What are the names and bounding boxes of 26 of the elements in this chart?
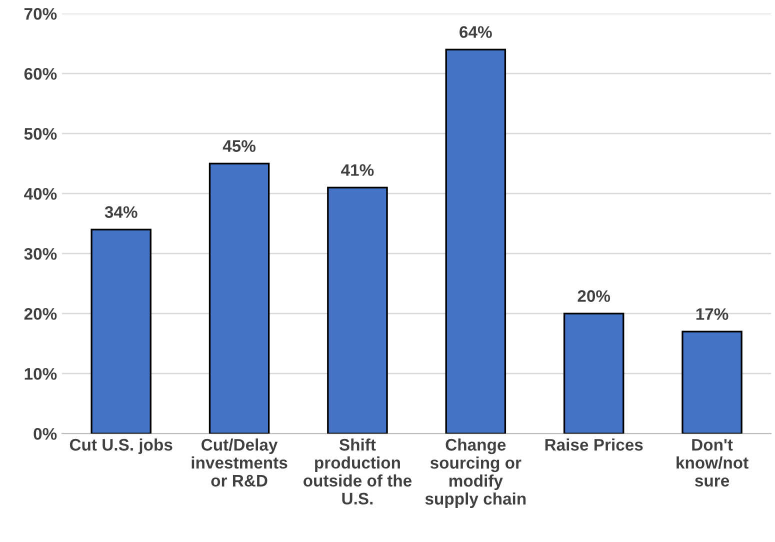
x-tick-label: Change sourcing or modify supply chain [425,438,526,508]
y-tick-label: 40% [24,188,57,200]
data-label: 45% [222,140,256,152]
data-label: 20% [578,290,610,302]
bar [445,48,506,434]
x-tick-label: Cut/Delay investments or R&D [192,438,288,487]
x-tick-label: Raise Prices [545,438,643,451]
x-tick-label: Shift production outside of the U.S. [304,438,412,505]
y-tick-label: 70% [24,8,57,20]
bar [563,312,624,434]
bar [682,330,742,434]
y-tick-label: 60% [24,68,57,80]
bar [208,162,270,434]
y-tick-label: 10% [24,368,57,380]
y-tick-label: 20% [24,308,57,320]
data-label: 41% [341,164,374,176]
bar [327,186,388,434]
bar [90,228,152,434]
x-tick-label: Don't know/not sure [676,439,748,487]
data-label: 34% [104,206,138,218]
x-tick-label: Cut U.S. jobs [70,438,172,454]
y-tick-label: 30% [24,248,57,260]
data-label: 17% [696,308,728,320]
data-label: 64% [460,26,492,38]
y-tick-label: 0% [34,428,57,440]
y-tick-label: 50% [24,128,57,140]
